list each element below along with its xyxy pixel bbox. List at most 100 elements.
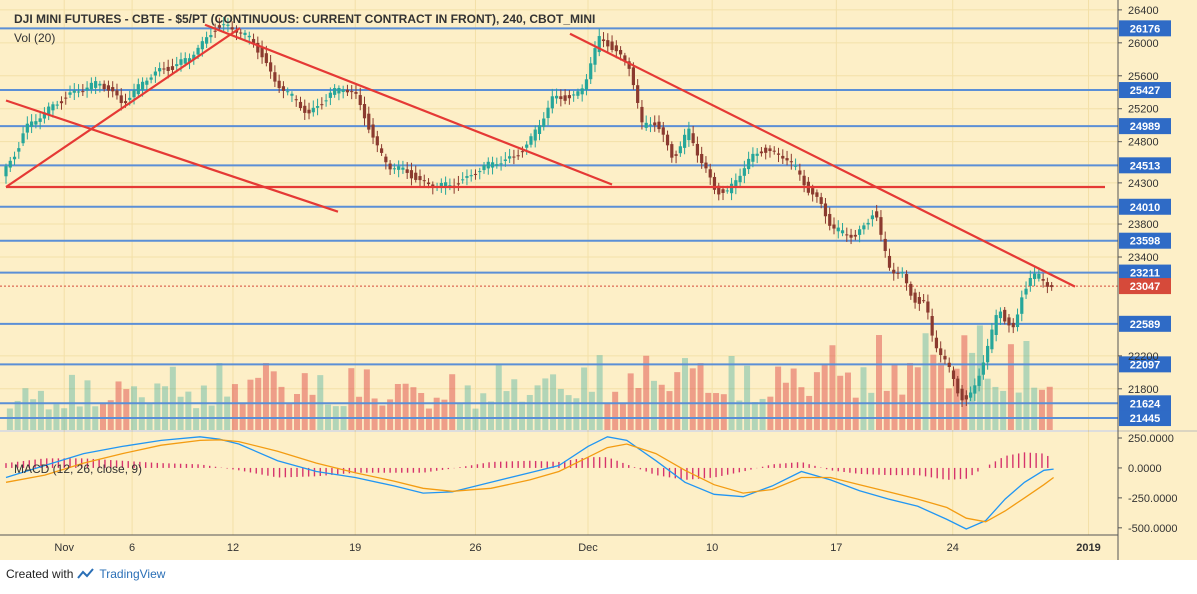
candle-down <box>111 87 115 92</box>
candle-up <box>401 167 405 170</box>
candle-down <box>964 395 968 400</box>
candle-down <box>384 156 388 163</box>
volume-bar <box>37 390 44 430</box>
candle-down <box>695 143 700 156</box>
candle-down <box>922 300 926 302</box>
candle-down <box>930 316 934 336</box>
candle-down <box>917 297 921 304</box>
candle-down <box>802 175 806 186</box>
volume-bar <box>123 389 130 430</box>
candle-down <box>883 238 887 252</box>
volume-bar <box>860 367 867 430</box>
candle-up <box>836 227 840 232</box>
level-lines: 26176 25427 24989 24513 24010 23598 23211 22589… <box>0 20 1171 427</box>
volume-bar <box>573 398 580 430</box>
volume-bar <box>844 372 851 430</box>
candle-up <box>333 88 337 95</box>
signal-line <box>5 439 1054 523</box>
volume-bar <box>557 388 564 430</box>
candle-up <box>986 345 990 363</box>
candle-down <box>913 292 917 303</box>
candle-down <box>298 101 303 109</box>
volume-bar <box>472 408 479 430</box>
candle-up <box>158 68 162 72</box>
trendlines <box>5 23 1105 288</box>
volume-bar <box>674 372 681 430</box>
volume-bar <box>348 368 355 430</box>
volume-bar <box>138 397 145 430</box>
candle-up <box>76 91 81 93</box>
volume-bar <box>713 393 720 430</box>
volume-bar <box>984 378 991 430</box>
volume-bar <box>387 399 394 430</box>
price-tick-label: 25600 <box>1128 71 1159 83</box>
volume-bar <box>100 403 106 430</box>
candle-down <box>670 144 674 158</box>
candle-up <box>508 156 512 159</box>
candle-down <box>631 67 635 86</box>
candle-up <box>89 82 93 90</box>
candle-down <box>601 39 606 42</box>
candle-down <box>269 62 273 72</box>
candle-down <box>708 169 712 178</box>
candle-down <box>277 80 281 89</box>
candle-down <box>358 95 362 106</box>
volume-bar <box>511 379 518 430</box>
candle-up <box>94 81 98 88</box>
volume-bar <box>177 396 184 430</box>
tradingview-link[interactable]: TradingView <box>99 567 166 581</box>
candle-up <box>72 90 76 93</box>
volume-bar <box>131 386 138 430</box>
candle-up <box>866 222 870 225</box>
candle-down <box>627 61 631 69</box>
candle-up <box>392 168 396 170</box>
candle-down <box>1045 282 1049 287</box>
candle-down <box>700 153 704 164</box>
time-tick-label: 24 <box>947 542 959 554</box>
volume-bar <box>14 400 21 430</box>
candle-down <box>170 66 175 70</box>
volume-bar <box>619 403 626 430</box>
volume-bar <box>829 345 836 430</box>
volume-bar <box>169 366 176 430</box>
volume-bar <box>425 408 432 430</box>
volume-bar <box>565 395 572 430</box>
volume-bar <box>200 385 207 430</box>
candle-up <box>145 80 149 85</box>
volume-bar <box>775 366 782 430</box>
created-with-text: Created with <box>6 567 74 581</box>
volume-bar <box>534 385 541 430</box>
chart-title: DJI MINI FUTURES - CBTE - $5/PT (CONTINU… <box>14 12 595 26</box>
candle-down <box>832 224 836 229</box>
volume-bar <box>270 371 277 430</box>
volume-bar <box>356 396 363 430</box>
volume-bar <box>790 368 797 430</box>
candle-down <box>712 176 717 190</box>
candle-down <box>789 161 793 163</box>
candle-up <box>678 146 682 154</box>
candle-down <box>59 101 64 104</box>
volume-bar <box>930 354 937 430</box>
volume-bar <box>767 396 774 430</box>
time-tick-label: 10 <box>706 542 718 554</box>
candle-down <box>162 68 166 70</box>
price-tick-label: 23800 <box>1128 219 1159 231</box>
volume-bar <box>728 356 735 430</box>
candle-down <box>520 151 525 153</box>
candle-up <box>128 97 132 100</box>
candle-up <box>465 176 469 178</box>
candle-up <box>85 87 89 91</box>
volume-bar <box>596 355 603 430</box>
candle-down <box>354 92 358 94</box>
candle-up <box>482 165 486 171</box>
candle-up <box>644 122 648 128</box>
volume-bar <box>550 374 557 430</box>
candle-up <box>900 272 904 274</box>
volume-bar <box>418 392 425 430</box>
candle-down <box>1041 278 1045 281</box>
volume-bar <box>899 394 906 430</box>
candle-down <box>303 105 307 113</box>
candle-up <box>42 112 47 119</box>
candle-down <box>320 104 324 106</box>
volume-bar <box>658 384 665 430</box>
